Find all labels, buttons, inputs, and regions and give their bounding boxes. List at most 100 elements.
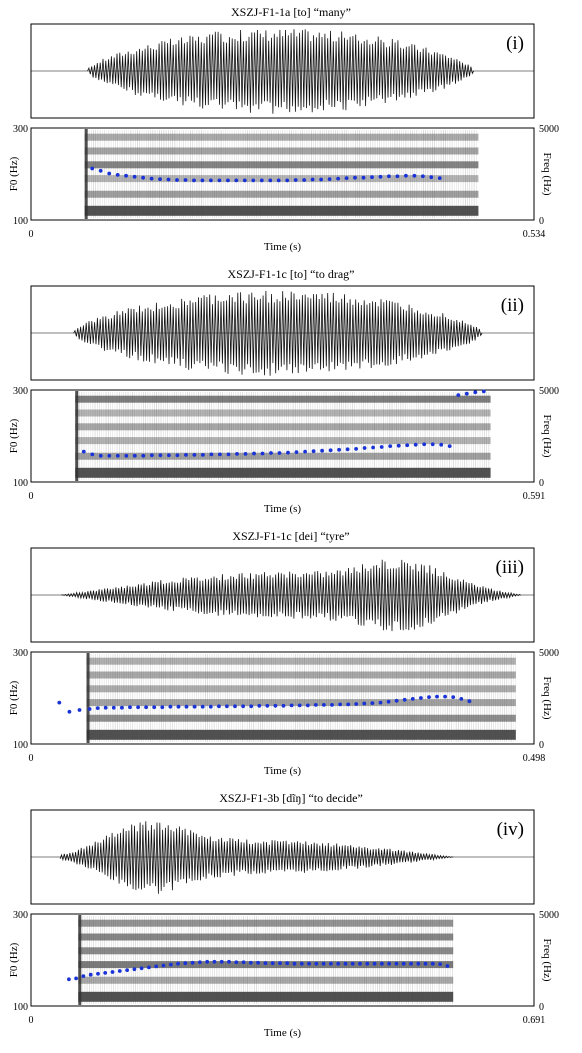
f0-point [103, 705, 108, 710]
f0-point [252, 451, 256, 456]
spectrogram-band [86, 657, 516, 665]
chart-panel-3: XSZJ-F1-1c [dei] “tyre” (iii) 300 100 5000 0 F… [0, 524, 582, 786]
spectrogram-band [84, 190, 479, 198]
f0-point [294, 450, 299, 454]
f0-point [320, 448, 324, 453]
y-left-tick-label: 300 [13, 648, 28, 659]
f0-point [259, 178, 264, 183]
f0-point [136, 705, 141, 710]
f0-point [464, 391, 469, 396]
y-left-axis-label: F0 (Hz) [8, 680, 20, 715]
f0-point [226, 178, 230, 183]
spectrogram-band [78, 933, 454, 941]
f0-point [387, 961, 391, 966]
chart-svg: XSZJ-F1-1c [dei] “tyre” (iii) 300 100 5000 0 F… [8, 529, 559, 777]
f0-point [439, 442, 444, 447]
f0-point [327, 177, 332, 182]
f0-point [192, 178, 196, 183]
f0-point [305, 703, 310, 708]
f0-point [445, 964, 450, 968]
f0-point [438, 962, 442, 966]
waveform-signal [73, 290, 483, 376]
x-tick-label: 0.691 [523, 1015, 546, 1026]
f0-series [81, 389, 486, 458]
f0-point [362, 446, 367, 450]
f0-point [183, 961, 188, 966]
spectrogram-band [84, 205, 479, 216]
x-tick-label: 0 [29, 491, 34, 502]
f0-point [218, 452, 222, 457]
y-left-tick-label: 100 [13, 1002, 28, 1013]
f0-point [419, 696, 423, 700]
f0-point [235, 452, 239, 456]
f0-point [227, 959, 231, 964]
y-right-tick-label: 0 [539, 1002, 544, 1013]
f0-point [401, 961, 406, 966]
f0-point [372, 961, 377, 966]
f0-point [353, 175, 357, 180]
chart-title: XSZJ-F1-3b [dĩŋ] “to decide” [219, 791, 363, 805]
y-right-tick-label: 5000 [539, 124, 559, 135]
f0-point [67, 709, 72, 714]
f0-point [435, 694, 439, 699]
chart-svg: XSZJ-F1-1c [to] “to drag” (ii) 300 100 5000 0… [8, 267, 559, 515]
f0-point [394, 698, 399, 703]
f0-point [120, 705, 124, 710]
f0-point [336, 961, 341, 966]
panel-label: (ii) [501, 295, 524, 316]
f0-point [152, 705, 157, 710]
f0-point [57, 700, 62, 705]
f0-point [277, 451, 282, 455]
f0-point [217, 178, 222, 183]
f0-point [270, 961, 275, 966]
waveform-signal [59, 821, 454, 894]
y-right-axis-label: Freq (Hz) [541, 152, 553, 195]
f0-point [260, 451, 265, 456]
f0-point [330, 703, 334, 707]
f0-point [354, 702, 359, 706]
f0-point [451, 695, 456, 699]
f0-point [74, 976, 78, 981]
y-left-tick-label: 300 [13, 386, 28, 397]
f0-point [427, 695, 431, 699]
panel-label: (i) [506, 33, 524, 54]
f0-point [125, 968, 129, 972]
f0-point [150, 453, 154, 458]
f0-point [149, 176, 154, 181]
f0-point [350, 961, 355, 966]
f0-point [302, 178, 307, 182]
f0-point [184, 453, 188, 457]
f0-point [111, 705, 116, 710]
f0-point [394, 961, 399, 966]
f0-point [354, 447, 358, 451]
f0-point [365, 961, 370, 966]
f0-point [430, 442, 435, 447]
f0-point [226, 452, 231, 457]
y-right-axis-label: Freq (Hz) [541, 676, 553, 719]
spectrogram-frame [30, 127, 535, 221]
y-right-tick-label: 0 [539, 216, 544, 227]
x-tick-label: 0.498 [523, 753, 546, 764]
f0-point [338, 702, 342, 707]
f0-point [256, 960, 260, 965]
f0-point [115, 173, 120, 177]
x-tick-label: 0 [29, 1015, 34, 1026]
panel-label: (iv) [497, 819, 524, 840]
x-axis-label: Time (s) [264, 241, 302, 253]
f0-point [412, 173, 417, 178]
f0-point [147, 965, 151, 970]
f0-point [90, 452, 95, 457]
x-axis-label: Time (s) [264, 1027, 302, 1039]
f0-point [167, 453, 171, 458]
f0-point [370, 701, 375, 705]
f0-point [209, 452, 214, 457]
f0-point [447, 444, 452, 448]
spectrogram-band [75, 409, 491, 417]
f0-point [311, 449, 316, 454]
panel-label: (iii) [496, 557, 525, 578]
spectrogram-band [75, 467, 491, 478]
f0-series [57, 694, 472, 714]
y-right-axis-label: Freq (Hz) [541, 938, 553, 981]
f0-series [67, 959, 450, 982]
f0-point [95, 706, 100, 710]
